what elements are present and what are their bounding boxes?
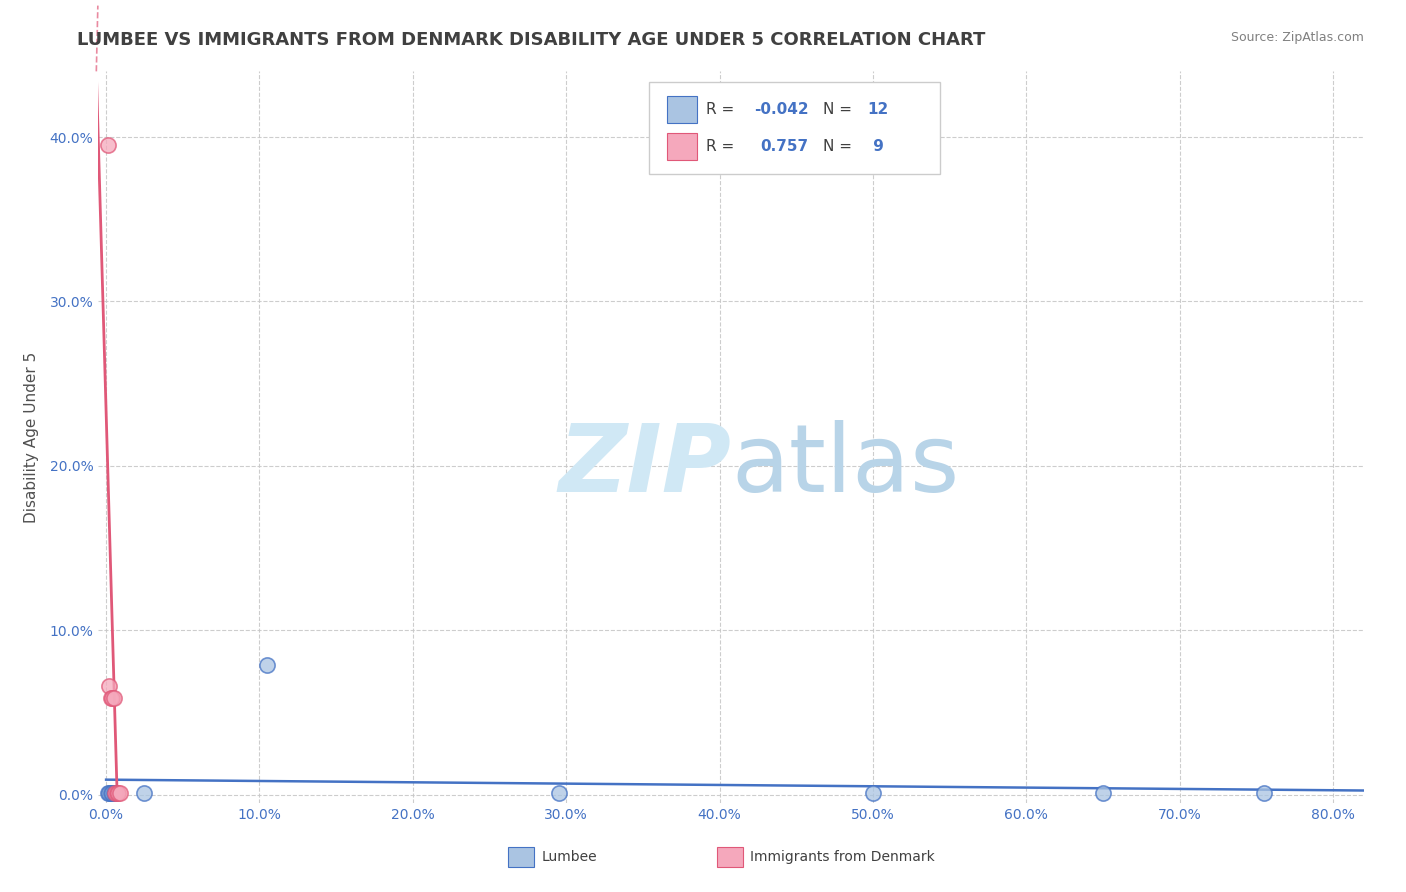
Point xyxy=(100,690,122,705)
FancyBboxPatch shape xyxy=(666,133,697,161)
Point xyxy=(1092,786,1115,800)
Point xyxy=(104,786,127,800)
Text: atlas: atlas xyxy=(731,420,959,512)
FancyBboxPatch shape xyxy=(666,95,697,123)
Point xyxy=(134,786,156,800)
Point xyxy=(103,786,125,800)
Point xyxy=(256,657,278,672)
Text: -0.042: -0.042 xyxy=(754,102,808,117)
Point xyxy=(98,786,121,800)
Point xyxy=(104,786,127,800)
Point xyxy=(98,679,121,693)
Point xyxy=(97,786,120,800)
Text: LUMBEE VS IMMIGRANTS FROM DENMARK DISABILITY AGE UNDER 5 CORRELATION CHART: LUMBEE VS IMMIGRANTS FROM DENMARK DISABI… xyxy=(77,31,986,49)
Point xyxy=(862,786,884,800)
Text: N =: N = xyxy=(824,102,858,117)
Text: Source: ZipAtlas.com: Source: ZipAtlas.com xyxy=(1230,31,1364,45)
Text: ZIP: ZIP xyxy=(558,420,731,512)
Text: Lumbee: Lumbee xyxy=(541,850,598,864)
Point xyxy=(103,690,125,705)
Text: N =: N = xyxy=(824,139,858,154)
Text: Immigrants from Denmark: Immigrants from Denmark xyxy=(751,850,935,864)
FancyBboxPatch shape xyxy=(509,847,534,867)
Text: R =: R = xyxy=(706,102,740,117)
Text: 9: 9 xyxy=(868,139,883,154)
Text: 0.757: 0.757 xyxy=(761,139,808,154)
Point xyxy=(105,786,128,800)
Point xyxy=(101,690,124,705)
Point xyxy=(101,786,124,800)
Text: R =: R = xyxy=(706,139,740,154)
FancyBboxPatch shape xyxy=(717,847,742,867)
Point xyxy=(1253,786,1275,800)
Point xyxy=(107,786,129,800)
Text: 12: 12 xyxy=(868,102,889,117)
Y-axis label: Disability Age Under 5: Disability Age Under 5 xyxy=(24,351,38,523)
Point xyxy=(97,138,120,153)
Point xyxy=(100,786,122,800)
Point xyxy=(108,786,131,800)
FancyBboxPatch shape xyxy=(648,82,941,174)
Point xyxy=(547,786,569,800)
